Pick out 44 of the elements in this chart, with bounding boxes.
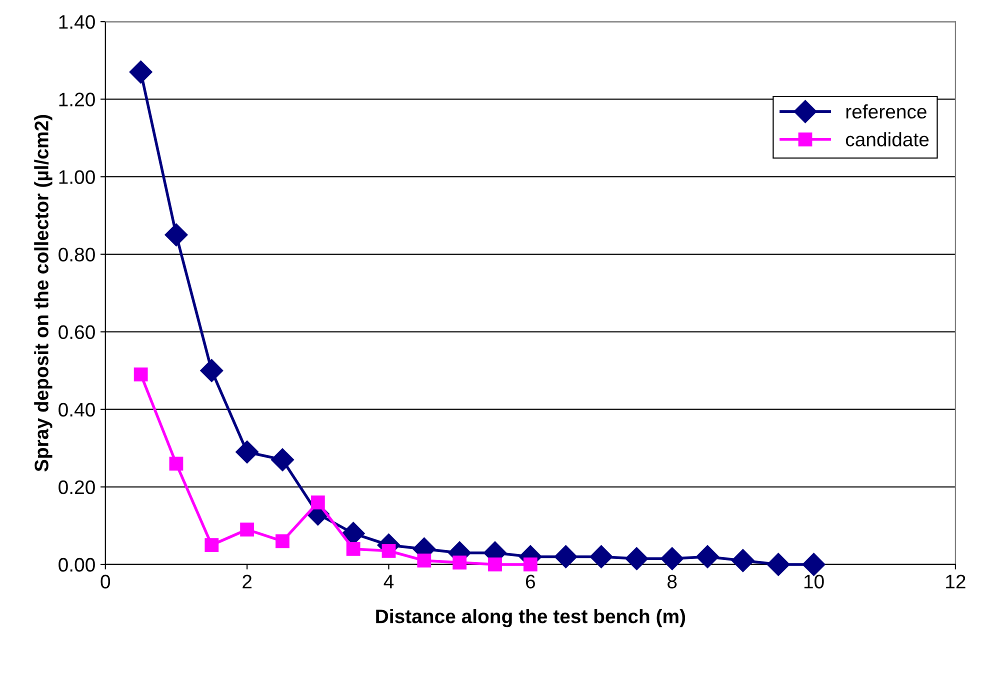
x-tick-label: 12: [946, 574, 966, 588]
point: [696, 545, 720, 568]
point: [169, 456, 184, 471]
point: [452, 556, 467, 570]
point: [240, 522, 254, 537]
point: [554, 545, 578, 568]
point: [200, 359, 224, 382]
y-tick-label: 1.00: [59, 170, 95, 184]
y-tick-label: 0.80: [58, 248, 95, 262]
y-axis-title: Spray deposit on the collector (µl/cm2): [34, 114, 52, 472]
point: [346, 542, 360, 556]
point: [523, 558, 538, 572]
point: [270, 448, 294, 472]
point: [660, 547, 684, 570]
y-tick-label: 1.20: [59, 92, 95, 106]
point: [731, 549, 754, 572]
legend-label: reference: [846, 104, 926, 119]
point: [310, 495, 325, 510]
point: [129, 60, 152, 84]
x-axis-title: Distance along the test bench (m): [376, 608, 686, 628]
point: [164, 223, 188, 246]
y-tick-label: 0.00: [58, 558, 95, 572]
y-tick-label: 1.40: [59, 15, 95, 29]
x-tick-label: 8: [668, 574, 677, 588]
point: [204, 538, 219, 552]
x-tick-label: 10: [804, 574, 824, 588]
point: [236, 440, 259, 464]
point: [488, 558, 502, 572]
x-tick-label: 4: [384, 574, 394, 588]
point: [276, 534, 290, 548]
x-tick-label: 6: [526, 574, 535, 588]
y-tick-label: 0.40: [58, 402, 95, 417]
y-tick-label: 0.20: [58, 480, 95, 494]
point: [590, 545, 613, 568]
x-tick-label: 2: [242, 574, 252, 588]
legend-label: candidate: [846, 132, 929, 146]
y-tick-label: 0.60: [58, 325, 95, 340]
point: [802, 552, 826, 576]
point: [766, 552, 790, 576]
point: [625, 547, 648, 570]
point: [134, 368, 148, 382]
point: [382, 544, 396, 558]
x-tick-label: 0: [100, 574, 110, 588]
point: [417, 554, 432, 568]
